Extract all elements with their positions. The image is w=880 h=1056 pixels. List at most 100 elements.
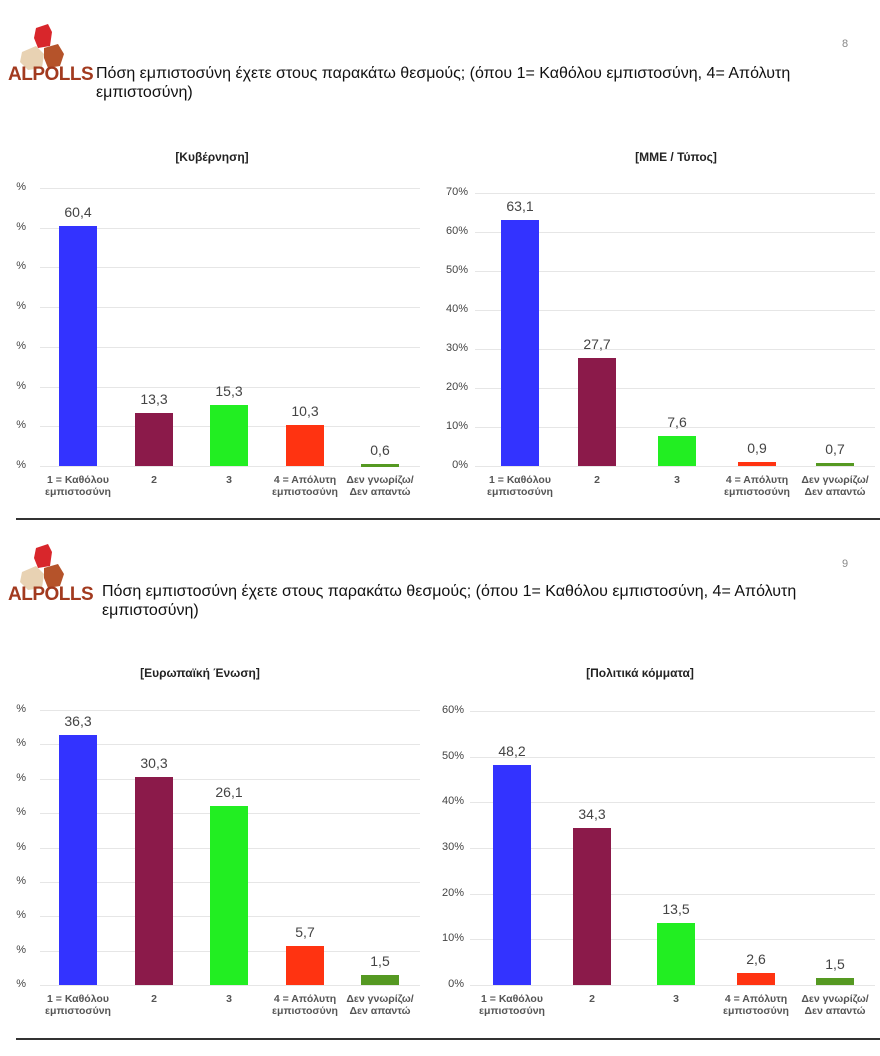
y-tick-label: % <box>16 771 26 784</box>
bar <box>737 973 775 985</box>
y-tick-label: % <box>16 943 26 956</box>
y-tick-label: 40% <box>445 303 468 315</box>
y-tick-label: % <box>16 419 26 432</box>
data-label: 10,3 <box>291 403 319 420</box>
category-label: 1 = Καθόλου εμπιστοσύνη <box>479 993 545 1017</box>
category-label: 3 <box>673 993 679 1005</box>
logo-cubes-icon <box>20 24 64 70</box>
gridline <box>475 193 875 194</box>
chart-title: [Κυβέρνηση] <box>175 150 249 164</box>
category-label: 3 <box>674 474 680 486</box>
category-label: 2 <box>594 474 600 486</box>
y-tick-label: 0% <box>452 459 468 471</box>
bar <box>501 219 539 466</box>
gridline <box>470 756 875 758</box>
category-label: Δεν γνωρίζω/Δεν απαντώ <box>801 993 869 1017</box>
bar <box>658 436 696 466</box>
y-tick-label: % <box>16 220 26 233</box>
gridline <box>475 466 875 467</box>
gridline <box>40 307 420 309</box>
bar <box>816 463 854 467</box>
category-label: 2 <box>589 993 595 1005</box>
bar <box>657 923 695 985</box>
data-label: 60,4 <box>64 204 92 221</box>
data-label: 36,3 <box>64 713 92 730</box>
gridline <box>40 188 420 189</box>
bar <box>135 776 173 985</box>
y-tick-label: % <box>16 459 26 471</box>
category-label: Δεν γνωρίζω/Δεν απαντώ <box>801 474 869 498</box>
data-label: 2,6 <box>746 951 766 968</box>
y-tick-label: 60% <box>441 704 464 716</box>
y-tick-label: % <box>16 339 26 352</box>
page-number: 9 <box>842 558 849 570</box>
gridline <box>475 349 875 350</box>
data-label: 30,3 <box>140 754 168 771</box>
gridline <box>40 985 420 986</box>
chart-mme-typos: 0% 10% 20% 30% 40% 50% 60% 70% 63,1 1 = Καθόλου ε… <box>430 170 880 520</box>
chart-title: [ΜΜΕ / Τύπος] <box>635 150 717 164</box>
data-label: 1,5 <box>370 952 390 969</box>
bar <box>578 357 616 466</box>
realpolls-logo: ALPOLLS <box>8 544 94 616</box>
gridline <box>40 466 420 467</box>
bar <box>286 425 324 466</box>
bar <box>210 805 248 985</box>
category-label: 3 <box>226 474 232 486</box>
chart-politika-kommata: 0% 10% 20% 30% 40% 50% 60% 48,2 1 = Καθόλου εμπι… <box>430 690 880 1040</box>
data-label: 27,7 <box>583 335 611 352</box>
gridline <box>475 388 875 389</box>
y-tick-label: 30% <box>441 841 464 853</box>
logo-text: ALPOLLS <box>8 64 94 85</box>
data-label: 5,7 <box>295 923 315 940</box>
category-label: 4 = Απόλυτη εμπιστοσύνη <box>724 474 790 498</box>
bar <box>59 735 97 985</box>
logo-cubes-icon <box>20 544 64 590</box>
logo-text: ALPOLLS <box>8 584 94 605</box>
data-label: 48,2 <box>498 742 526 759</box>
bar <box>361 463 399 467</box>
bar <box>816 978 854 985</box>
y-tick-label: % <box>16 874 26 887</box>
category-label: 1 = Καθόλου εμπιστοσύνη <box>45 993 111 1017</box>
bar <box>573 828 611 985</box>
gridline <box>475 271 875 272</box>
question-title: Πόση εμπιστοσύνη έχετε στους παρακάτω θε… <box>102 583 797 619</box>
category-label: 1 = Καθόλου εμπιστοσύνη <box>45 474 111 498</box>
gridline <box>475 427 875 428</box>
bar <box>361 974 399 985</box>
y-tick-label: 60% <box>445 225 468 237</box>
y-tick-label: 70% <box>445 186 468 198</box>
y-tick-label: % <box>16 737 26 750</box>
y-tick-label: 10% <box>441 932 464 945</box>
y-tick-label: % <box>16 909 26 922</box>
bar <box>59 226 97 466</box>
page-number: 8 <box>842 38 849 50</box>
category-label: 2 <box>151 993 157 1005</box>
data-label: 63,1 <box>506 197 534 214</box>
divider <box>16 1038 880 1040</box>
y-tick-label: 30% <box>445 342 468 354</box>
gridline <box>475 310 875 311</box>
data-label: 15,3 <box>215 383 243 400</box>
category-label: Δεν γνωρίζω/Δεν απαντώ <box>346 474 414 498</box>
y-tick-label: % <box>16 806 26 819</box>
gridline <box>40 346 420 348</box>
y-tick-label: 10% <box>445 420 468 432</box>
category-label: 4 = Απόλυτη εμπιστοσύνη <box>272 474 338 498</box>
y-tick-label: % <box>16 379 26 392</box>
chart-title: [Ευρωπαϊκή Ένωση] <box>140 666 260 680</box>
data-label: 13,5 <box>662 901 690 918</box>
bar <box>135 413 173 466</box>
chart-evropaiki-enosi: %%%%%%%%% 36,3 1 = Καθόλου εμπιστοσύνη 30,3… <box>0 690 440 1040</box>
gridline <box>40 744 420 746</box>
gridline <box>470 848 875 849</box>
y-tick-label: 20% <box>445 381 468 393</box>
y-tick-label: % <box>16 181 26 193</box>
y-tick-label: 40% <box>441 795 464 808</box>
question-title: Πόση εμπιστοσύνη έχετε στους παρακάτω θε… <box>96 65 791 101</box>
bar <box>286 945 324 985</box>
divider <box>16 518 880 520</box>
category-label: 1 = Καθόλου εμπιστοσύνη <box>487 474 553 498</box>
realpolls-logo: ALPOLLS <box>8 24 94 96</box>
